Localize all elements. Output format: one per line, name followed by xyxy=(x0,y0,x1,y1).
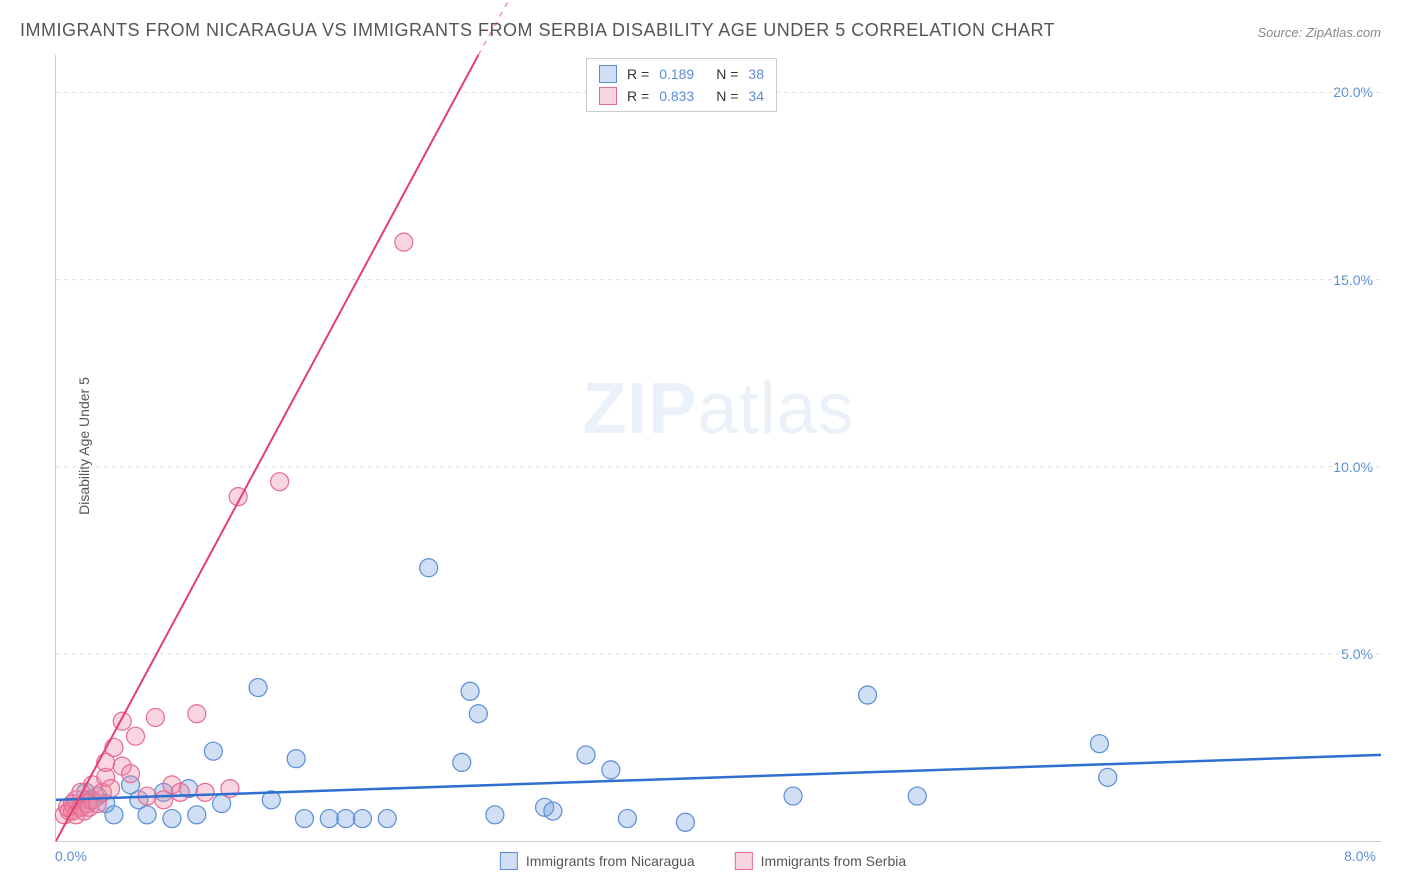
legend-item-nicaragua: Immigrants from Nicaragua xyxy=(500,852,695,870)
correlation-legend: R = 0.189 N = 38 R = 0.833 N = 34 xyxy=(586,58,777,112)
x-axis-tick-max: 8.0% xyxy=(1344,848,1376,864)
swatch-nicaragua xyxy=(599,65,617,83)
chart-title: IMMIGRANTS FROM NICARAGUA VS IMMIGRANTS … xyxy=(20,20,1055,41)
legend-r-label: R = xyxy=(627,66,649,82)
source-attribution: Source: ZipAtlas.com xyxy=(1257,25,1381,40)
chart-plot-area: ZIPatlas R = 0.189 N = 38 R = 0.833 N = … xyxy=(55,55,1381,842)
legend-r-value-nicaragua: 0.189 xyxy=(659,66,694,82)
legend-label-nicaragua: Immigrants from Nicaragua xyxy=(526,853,695,869)
legend-r-value-serbia: 0.833 xyxy=(659,88,694,104)
legend-r-label: R = xyxy=(627,88,649,104)
scatter-svg xyxy=(56,55,1381,841)
legend-n-value-serbia: 34 xyxy=(748,88,764,104)
legend-row-nicaragua: R = 0.189 N = 38 xyxy=(599,63,764,85)
legend-item-serbia: Immigrants from Serbia xyxy=(735,852,906,870)
swatch-serbia xyxy=(599,87,617,105)
series-legend: Immigrants from Nicaragua Immigrants fro… xyxy=(500,852,906,870)
x-axis-tick-min: 0.0% xyxy=(55,848,87,864)
legend-label-serbia: Immigrants from Serbia xyxy=(761,853,906,869)
legend-row-serbia: R = 0.833 N = 34 xyxy=(599,85,764,107)
legend-n-label: N = xyxy=(716,88,738,104)
legend-n-label: N = xyxy=(716,66,738,82)
legend-n-value-nicaragua: 38 xyxy=(748,66,764,82)
swatch-serbia xyxy=(735,852,753,870)
swatch-nicaragua xyxy=(500,852,518,870)
